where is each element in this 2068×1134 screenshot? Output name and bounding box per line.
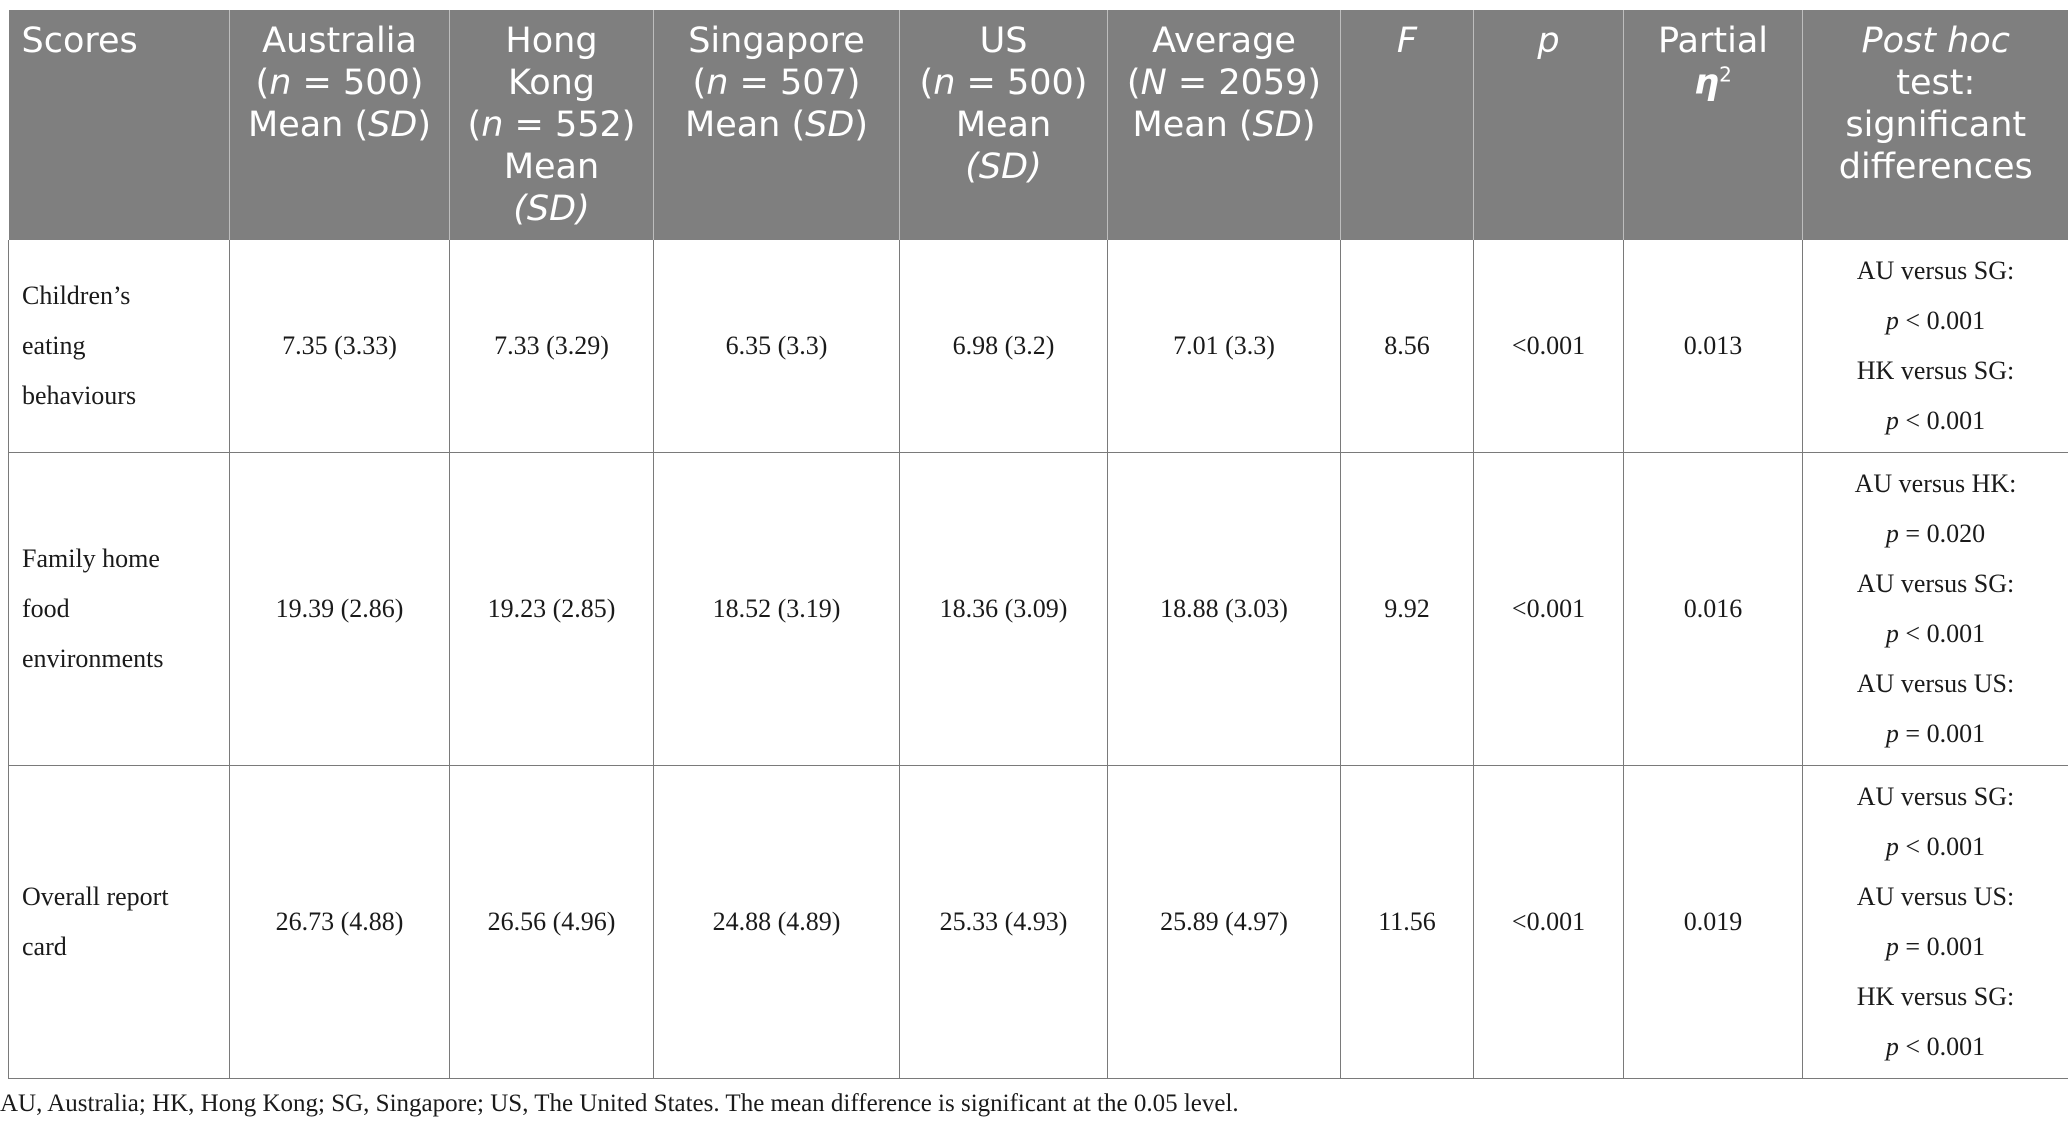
cell-p: <0.001: [1473, 765, 1624, 1079]
posthoc-line: HK versus SG:: [1856, 356, 2015, 385]
posthoc-line: p = 0.001: [1885, 719, 1986, 748]
header-hongkong-name-2: Kong: [507, 63, 596, 103]
header-us-name: US: [979, 21, 1028, 61]
cell-eta: 0.013: [1623, 240, 1803, 453]
results-table-container: Scores Australia (n = 500) Mean (SD) Hon…: [8, 10, 2068, 1079]
header-us-n: (n = 500): [919, 63, 1088, 103]
header-scores-label: Scores: [21, 21, 138, 61]
posthoc-line: HK versus SG:: [1856, 982, 2015, 1011]
cell-us: 25.33 (4.93): [899, 765, 1108, 1079]
header-posthoc-line-3: significant: [1845, 105, 2027, 145]
row-label-line: eating: [22, 331, 86, 360]
cell-us: 18.36 (3.09): [899, 452, 1108, 766]
header-singapore-n: (n = 507): [692, 63, 861, 103]
cell-eta: 0.016: [1623, 452, 1803, 766]
table-row: Family home food environments 19.39 (2.8…: [8, 452, 2068, 766]
header-eta-superscript: 2: [1719, 62, 1732, 87]
posthoc-line: p < 0.001: [1885, 406, 1986, 435]
cell-f: 11.56: [1340, 765, 1474, 1079]
header-us: US (n = 500) Mean (SD): [899, 10, 1108, 240]
cell-average: 7.01 (3.3): [1107, 240, 1341, 453]
cell-singapore: 6.35 (3.3): [653, 240, 900, 453]
cell-hongkong: 26.56 (4.96): [449, 765, 654, 1079]
cell-singapore: 24.88 (4.89): [653, 765, 900, 1079]
posthoc-line: AU versus SG:: [1856, 782, 2015, 811]
posthoc-line: p < 0.001: [1885, 306, 1986, 335]
posthoc-line: AU versus US:: [1856, 882, 2015, 911]
header-row: Scores Australia (n = 500) Mean (SD) Hon…: [8, 10, 2068, 240]
header-singapore-stat: Mean (SD): [685, 105, 868, 145]
posthoc-line: AU versus SG:: [1856, 256, 2015, 285]
posthoc-line: p < 0.001: [1885, 619, 1986, 648]
row-label: Family home food environments: [8, 452, 230, 766]
row-label-line: Children’s: [22, 281, 131, 310]
cell-average: 18.88 (3.03): [1107, 452, 1341, 766]
header-f-label: F: [1396, 21, 1418, 61]
header-hongkong-sd: (SD): [513, 189, 590, 229]
row-label-line: food: [22, 594, 70, 623]
cell-singapore: 18.52 (3.19): [653, 452, 900, 766]
header-australia: Australia (n = 500) Mean (SD): [229, 10, 450, 240]
header-average-stat: Mean (SD): [1132, 105, 1316, 145]
header-p-label: p: [1537, 21, 1560, 61]
header-us-sd: (SD): [965, 147, 1042, 187]
posthoc-line: AU versus SG:: [1856, 569, 2015, 598]
posthoc-line: p < 0.001: [1885, 832, 1986, 861]
table-footnote: AU, Australia; HK, Hong Kong; SG, Singap…: [0, 1090, 1239, 1117]
posthoc-line: p = 0.001: [1885, 932, 1986, 961]
results-table: Scores Australia (n = 500) Mean (SD) Hon…: [8, 10, 2068, 1079]
header-eta-symbol: η: [1694, 63, 1720, 103]
row-label-line: behaviours: [22, 381, 137, 410]
header-average: Average (N = 2059) Mean (SD): [1107, 10, 1341, 240]
header-partial-label: Partial: [1658, 21, 1768, 61]
cell-f: 9.92: [1340, 452, 1474, 766]
header-australia-n: (n = 500): [255, 63, 424, 103]
header-f: F: [1340, 10, 1474, 240]
row-label-line: card: [22, 932, 67, 961]
header-scores: Scores: [8, 10, 230, 240]
row-label: Overall report card: [8, 765, 230, 1079]
table-row: Children’s eating behaviours 7.35 (3.33)…: [8, 240, 2068, 453]
cell-f: 8.56: [1340, 240, 1474, 453]
cell-australia: 19.39 (2.86): [229, 452, 450, 766]
row-label-line: Family home: [22, 544, 160, 573]
row-label: Children’s eating behaviours: [8, 240, 230, 453]
header-australia-stat: Mean (SD): [248, 105, 431, 145]
header-singapore: Singapore (n = 507) Mean (SD): [653, 10, 900, 240]
header-partial-eta: Partial η2: [1623, 10, 1803, 240]
cell-eta: 0.019: [1623, 765, 1803, 1079]
header-hongkong-name-1: Hong: [505, 21, 598, 61]
header-singapore-name: Singapore: [688, 21, 865, 61]
header-australia-name: Australia: [262, 21, 417, 61]
header-posthoc: Post hoc test: significant differences: [1802, 10, 2068, 240]
header-p: p: [1473, 10, 1624, 240]
header-hongkong-n: (n = 552): [467, 105, 636, 145]
header-posthoc-line-1: Post hoc: [1861, 21, 2010, 61]
cell-hongkong: 19.23 (2.85): [449, 452, 654, 766]
cell-australia: 7.35 (3.33): [229, 240, 450, 453]
cell-australia: 26.73 (4.88): [229, 765, 450, 1079]
cell-p: <0.001: [1473, 240, 1624, 453]
posthoc-line: AU versus US:: [1856, 669, 2015, 698]
cell-us: 6.98 (3.2): [899, 240, 1108, 453]
cell-hongkong: 7.33 (3.29): [449, 240, 654, 453]
cell-posthoc: AU versus HK: p = 0.020 AU versus SG: p …: [1802, 452, 2068, 766]
cell-p: <0.001: [1473, 452, 1624, 766]
header-posthoc-line-4: differences: [1838, 147, 2033, 187]
posthoc-line: AU versus HK:: [1854, 469, 2017, 498]
header-us-mean: Mean: [955, 105, 1052, 145]
cell-posthoc: AU versus SG: p < 0.001 AU versus US: p …: [1802, 765, 2068, 1079]
header-average-n: (N = 2059): [1126, 63, 1322, 103]
posthoc-line: p = 0.020: [1885, 519, 1986, 548]
cell-average: 25.89 (4.97): [1107, 765, 1341, 1079]
posthoc-line: p < 0.001: [1885, 1032, 1986, 1061]
table-row: Overall report card 26.73 (4.88) 26.56 (…: [8, 765, 2068, 1079]
row-label-line: environments: [22, 644, 164, 673]
header-hongkong: Hong Kong (n = 552) Mean (SD): [449, 10, 654, 240]
header-hongkong-mean: Mean: [503, 147, 600, 187]
header-average-name: Average: [1152, 21, 1296, 61]
header-posthoc-line-2: test:: [1896, 63, 1976, 103]
cell-posthoc: AU versus SG: p < 0.001 HK versus SG: p …: [1802, 240, 2068, 453]
row-label-line: Overall report: [22, 882, 169, 911]
